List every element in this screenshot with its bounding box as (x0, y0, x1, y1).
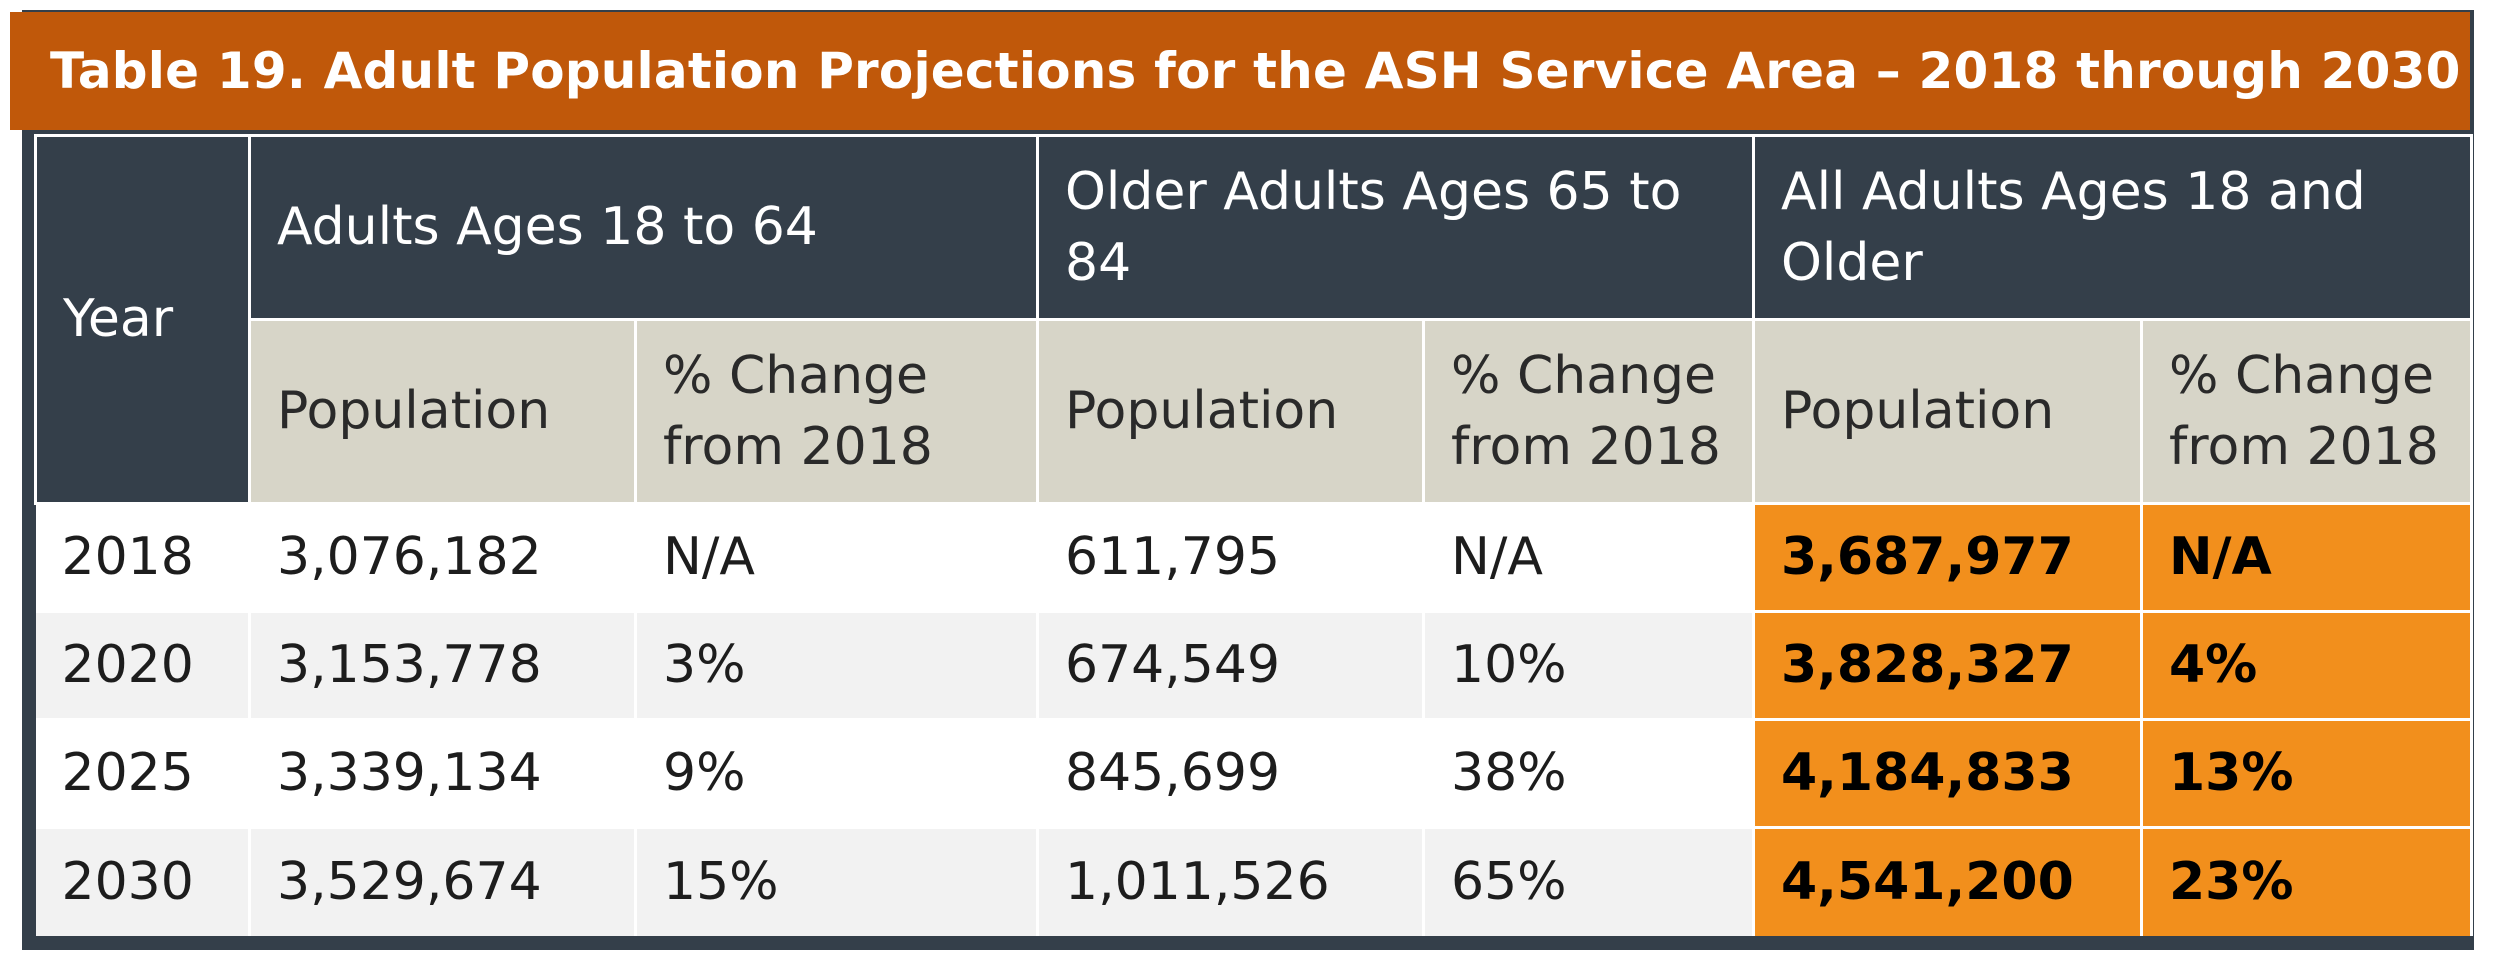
adults-population-cell: 3,153,778 (248, 610, 637, 721)
table-title-bar: Table 19. Adult Population Projections f… (10, 12, 2470, 130)
sub-header-row: Population % Change from 2018 Population… (36, 318, 2473, 505)
total-change-cell: 4% (2140, 610, 2473, 721)
adults-change-cell: 9% (634, 718, 1039, 829)
total-change-cell: 13% (2140, 718, 2473, 829)
total-population-cell: 4,184,833 (1752, 718, 2143, 829)
table-row: 2030 3,529,674 15% 1,011,526 65% 4,541,2… (35, 826, 2473, 936)
total-change-cell: 23% (2140, 826, 2473, 936)
year-cell: 2018 (35, 502, 251, 613)
population-table: Year Adults Ages 18 to 64 Older Adults A… (34, 134, 2473, 936)
older-change-cell: N/A (1422, 502, 1755, 613)
adults-population-cell: 3,339,134 (248, 718, 637, 829)
older-change-cell: 65% (1422, 826, 1755, 936)
older-population-cell: 674,549 (1036, 610, 1425, 721)
total-population-cell: 4,541,200 (1752, 826, 2143, 936)
year-header: Year (34, 134, 251, 505)
older-change-cell: 38% (1422, 718, 1755, 829)
year-cell: 2020 (35, 610, 251, 721)
older-population-cell: 611,795 (1036, 502, 1425, 613)
adults-change-cell: 3% (634, 610, 1039, 721)
group-header-adults-18-64: Adults Ages 18 to 64 (248, 134, 1039, 321)
sub-header-change: % Change from 2018 (634, 318, 1039, 505)
group-header-all-adults-18-plus: All Adults Ages 18 and Older (1752, 134, 2473, 321)
adults-population-cell: 3,529,674 (248, 826, 637, 936)
older-population-cell: 845,699 (1036, 718, 1425, 829)
table-row: 2020 3,153,778 3% 674,549 10% 3,828,327 … (35, 610, 2473, 721)
table-row: 2025 3,339,134 9% 845,699 38% 4,184,833 … (35, 718, 2473, 829)
sub-header-population: Population (1036, 318, 1425, 505)
older-population-cell: 1,011,526 (1036, 826, 1425, 936)
group-header-row: Year Adults Ages 18 to 64 Older Adults A… (34, 134, 2473, 505)
sub-header-change: % Change from 2018 (1422, 318, 1755, 505)
adults-change-cell: N/A (634, 502, 1039, 613)
year-cell: 2030 (35, 826, 251, 936)
sub-header-population: Population (1752, 318, 2143, 505)
total-population-cell: 3,687,977 (1752, 502, 2143, 613)
older-change-cell: 10% (1422, 610, 1755, 721)
year-cell: 2025 (35, 718, 251, 829)
group-header-older-adults-65-84: Older Adults Ages 65 to 84 (1036, 134, 1755, 321)
table-title: Table 19. Adult Population Projections f… (50, 42, 2461, 100)
total-change-cell: N/A (2140, 502, 2473, 613)
sub-header-population: Population (248, 318, 637, 505)
total-population-cell: 3,828,327 (1752, 610, 2143, 721)
adults-population-cell: 3,076,182 (248, 502, 637, 613)
adults-change-cell: 15% (634, 826, 1039, 936)
sub-header-change: % Change from 2018 (2140, 318, 2473, 505)
table-row: 2018 3,076,182 N/A 611,795 N/A 3,687,977… (35, 502, 2473, 613)
